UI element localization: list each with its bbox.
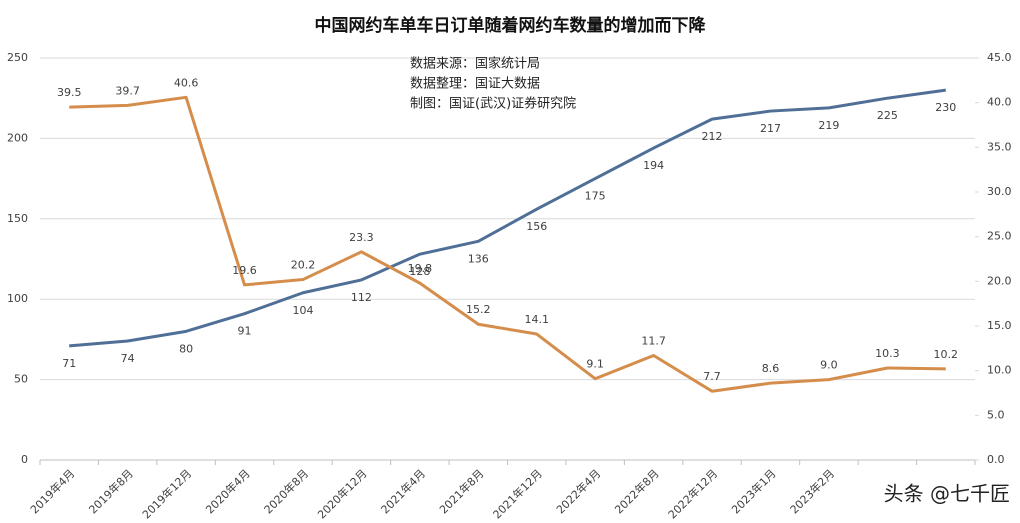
watermark: 头条 @七千匠: [884, 482, 1010, 506]
data-label: 8.6: [762, 362, 780, 375]
y-tick-label: 100: [7, 292, 28, 305]
y2-tick-label: 45.0: [987, 51, 1012, 64]
data-label: 230: [935, 101, 956, 114]
data-label: 91: [238, 325, 252, 338]
y-tick-label: 200: [7, 131, 28, 144]
y2-tick-label: 20.0: [987, 274, 1012, 287]
data-label: 10.3: [875, 347, 900, 360]
data-label: 39.5: [57, 86, 82, 99]
x-tick-label: 2019年4月: [27, 466, 77, 516]
data-label: 74: [121, 352, 135, 365]
data-label: 11.7: [641, 334, 666, 347]
x-tick-label: 2019年12月: [139, 466, 194, 521]
data-label: 15.2: [466, 303, 491, 316]
x-tick-label: 2021年4月: [378, 466, 428, 516]
y2-tick-label: 0.0: [987, 453, 1005, 466]
x-tick-label: 2020年12月: [314, 466, 369, 521]
y2-tick-label: 15.0: [987, 319, 1012, 332]
data-label: 136: [468, 252, 489, 265]
data-label: 10.2: [934, 348, 959, 361]
data-label: 19.8: [408, 262, 433, 275]
annotation: 制图：国证(武汉)证券研究院: [410, 96, 576, 112]
data-label: 225: [877, 109, 898, 122]
data-label: 9.0: [820, 359, 838, 372]
data-label: 14.1: [524, 313, 549, 326]
data-label: 128: [409, 265, 430, 278]
data-label: 7.7: [703, 370, 721, 383]
x-tick-label: 2020年8月: [261, 466, 311, 516]
y-tick-label: 250: [7, 51, 28, 64]
y2-tick-label: 25.0: [987, 230, 1012, 243]
x-tick-label: 2022年12月: [665, 466, 720, 521]
x-tick-label: 2021年12月: [490, 466, 545, 521]
data-label: 194: [643, 159, 664, 172]
y2-tick-label: 40.0: [987, 96, 1012, 109]
y2-tick-label: 10.0: [987, 364, 1012, 377]
data-label: 175: [585, 190, 606, 203]
data-label: 9.1: [586, 358, 604, 371]
data-label: 104: [292, 304, 313, 317]
y-tick-label: 50: [14, 373, 28, 386]
data-label: 156: [526, 220, 547, 233]
series-line: [69, 88, 946, 348]
x-tick-label: 2021年8月: [436, 466, 486, 516]
y-tick-label: 150: [7, 212, 28, 225]
annotation: 数据整理：国证大数据: [410, 77, 540, 92]
x-tick-label: 2022年8月: [612, 466, 662, 516]
y-tick-label: 0: [21, 453, 28, 466]
x-tick-label: 2022年4月: [553, 466, 603, 516]
data-label: 219: [818, 119, 839, 132]
x-tick-label: 2020年4月: [203, 466, 253, 516]
x-tick-label: 2023年1月: [729, 466, 779, 516]
x-tick-label: 2019年8月: [86, 466, 136, 516]
series-line: [69, 95, 946, 393]
data-label: 71: [62, 357, 76, 370]
data-label: 39.7: [115, 84, 140, 97]
data-label: 80: [179, 342, 193, 355]
data-label: 112: [351, 291, 372, 304]
y2-tick-label: 35.0: [987, 140, 1012, 153]
data-label: 23.3: [349, 231, 374, 244]
data-label: 20.2: [291, 259, 316, 272]
data-label: 40.6: [174, 76, 199, 89]
y2-tick-label: 5.0: [987, 408, 1005, 421]
data-label: 212: [702, 130, 723, 143]
data-label: 19.6: [232, 264, 257, 277]
y2-tick-label: 30.0: [987, 185, 1012, 198]
annotation: 数据来源：国家统计局: [410, 56, 540, 72]
data-label: 217: [760, 122, 781, 135]
x-tick-label: 2023年2月: [787, 466, 837, 516]
chart-title: 中国网约车单车日订单随着网约车数量的增加而下降: [315, 15, 707, 36]
